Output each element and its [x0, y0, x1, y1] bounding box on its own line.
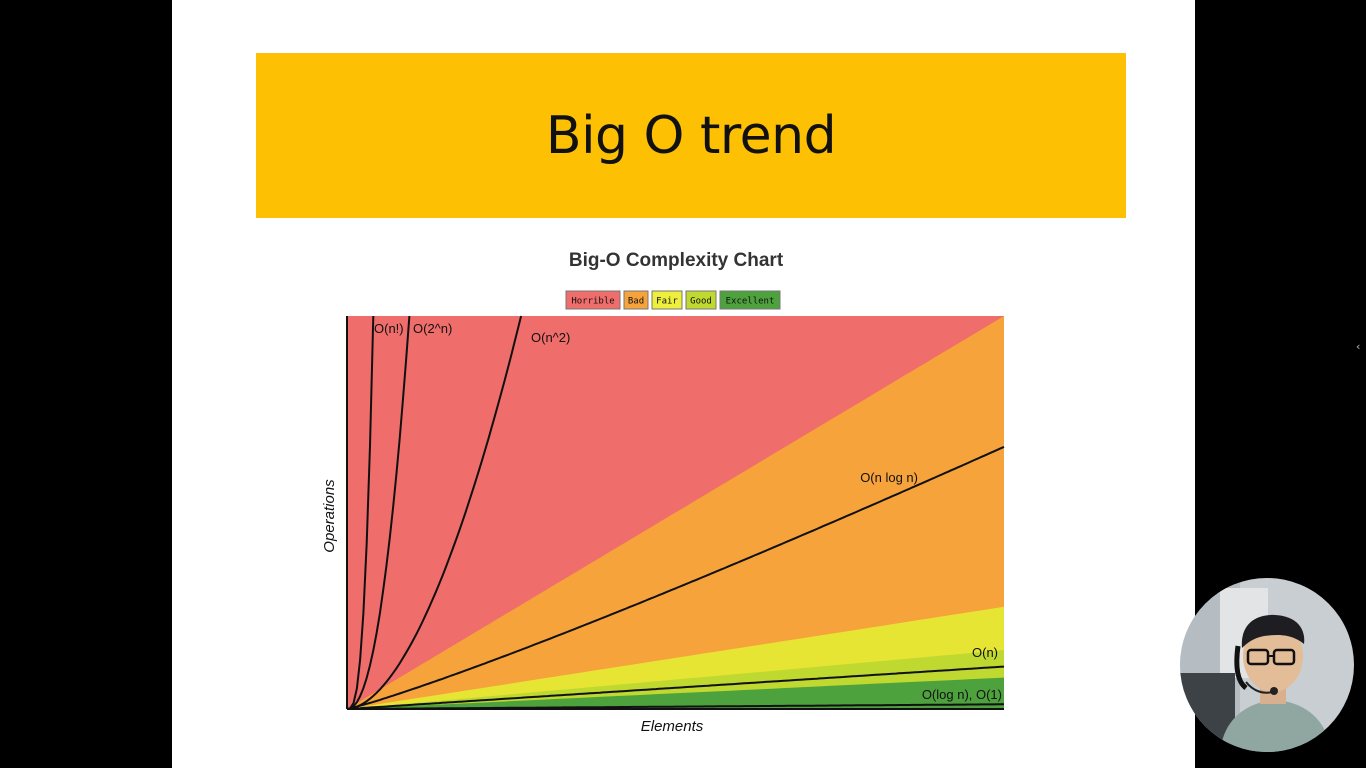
curve-o-n-2	[346, 315, 523, 710]
curve-o-2-n	[346, 315, 411, 710]
curve-o-n	[346, 315, 375, 710]
region-bad	[347, 316, 1004, 709]
legend-swatch-good	[685, 290, 717, 310]
curve-label-o-n-log-n: O(n log n)	[860, 470, 918, 485]
x-axis-label: Elements	[641, 718, 704, 735]
slide-title: Big O trend	[545, 105, 837, 166]
legend-swatch-fair	[651, 290, 683, 310]
legend-label-excellent: Excellent	[726, 297, 775, 307]
curve-label-o-n: O(n!)	[374, 321, 404, 336]
chart-title: Big-O Complexity Chart	[569, 250, 784, 271]
curve-label-o-n: O(n)	[972, 645, 998, 660]
complexity-curves	[346, 315, 1005, 710]
curve-labels: O(n!) O(2^n) O(n^2) O(n log n) O(n) O(log n),…	[374, 321, 1002, 702]
legend-swatch-horrible	[565, 290, 621, 310]
complexity-regions	[347, 316, 1004, 709]
presenter-avatar	[1180, 578, 1354, 752]
legend-swatch-bad	[623, 290, 649, 310]
legend-label-good: Good	[690, 297, 712, 307]
legend-label-horrible: Horrible	[571, 297, 614, 307]
legend-label-fair: Fair	[656, 297, 678, 307]
presenter-webcam	[1180, 578, 1354, 752]
curve-label-o-2-n: O(2^n)	[413, 321, 452, 336]
region-excellent	[347, 677, 1004, 709]
chevron-left-icon[interactable]: ‹	[1356, 340, 1361, 353]
legend-label-bad: Bad	[628, 297, 644, 307]
title-banner: Big O trend	[256, 53, 1126, 218]
curve-o-n	[346, 665, 1005, 710]
chart-legend: Horrible Bad Fair Good Excellent	[565, 290, 781, 310]
y-axis-label: Operations	[321, 479, 338, 553]
legend-swatch-excellent	[719, 290, 781, 310]
curve-o-n-log-n	[346, 445, 1005, 710]
curve-label-o-log-n-o-1: O(log n), O(1)	[922, 687, 1002, 702]
curve-label-o-n-2: O(n^2)	[531, 330, 570, 345]
